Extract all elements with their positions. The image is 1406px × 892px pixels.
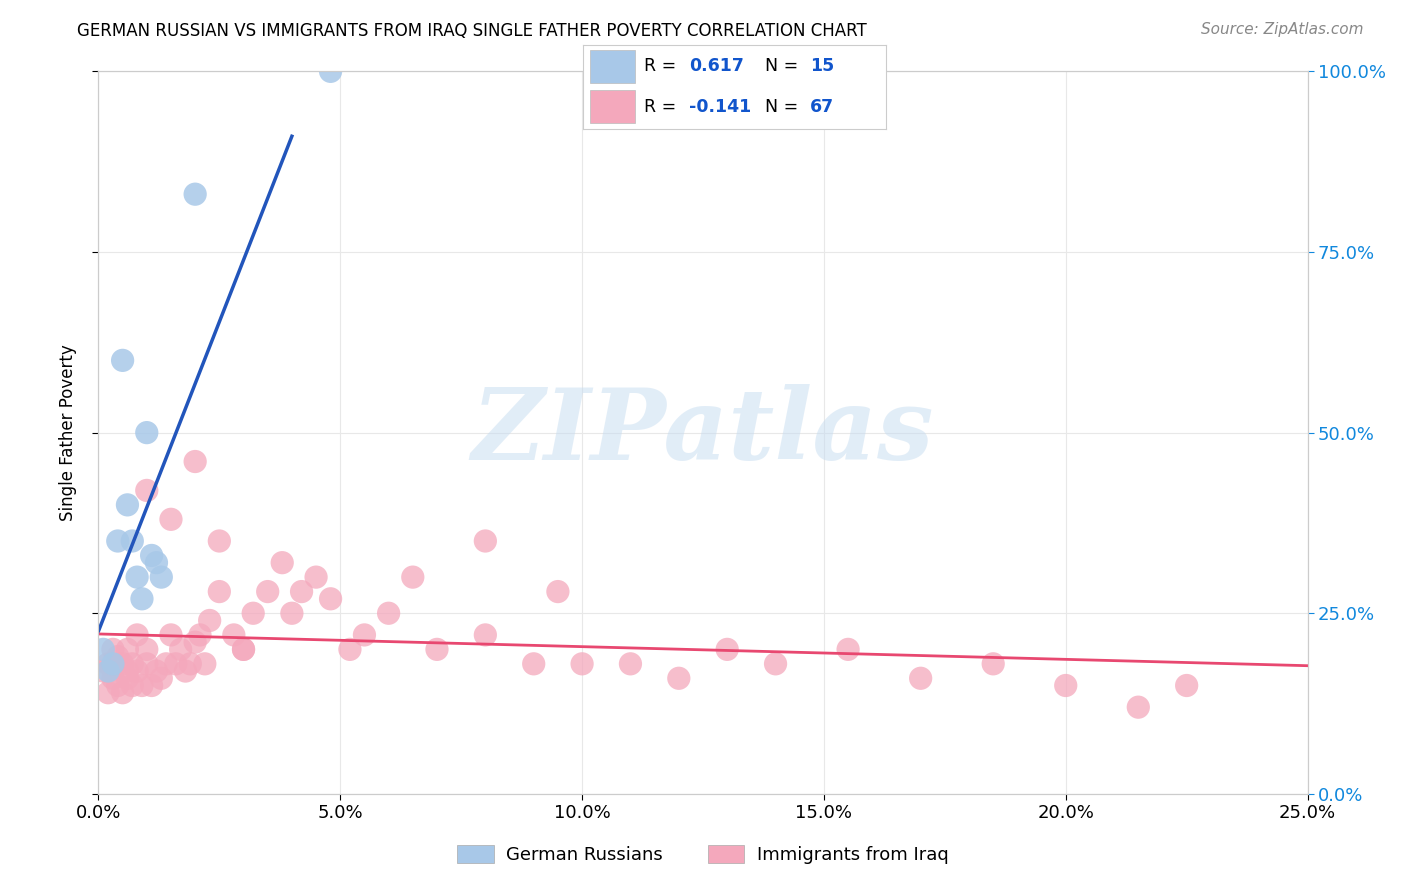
Point (155, 657, 177, 671)
Point (281, 607, 304, 621)
Point (121, 678, 143, 692)
Point (716, 642, 738, 657)
Point (208, 533, 231, 548)
Point (184, 454, 207, 468)
Point (547, 584, 569, 599)
Point (117, 642, 139, 657)
Point (91, 664, 114, 678)
Point (571, 657, 593, 671)
Point (131, 678, 153, 692)
Point (107, 649, 129, 664)
Text: Source: ZipAtlas.com: Source: ZipAtlas.com (1201, 22, 1364, 37)
Text: GERMAN RUSSIAN VS IMMIGRANTS FROM IRAQ SINGLE FATHER POVERTY CORRELATION CHART: GERMAN RUSSIAN VS IMMIGRANTS FROM IRAQ S… (77, 22, 868, 40)
Point (127, 664, 149, 678)
Point (150, 671, 173, 685)
Point (97, 686, 120, 700)
Point (222, 628, 245, 642)
Point (1054, 678, 1077, 692)
Point (319, 591, 342, 606)
Text: ZIPatlas: ZIPatlas (472, 384, 934, 481)
Text: N =: N = (765, 98, 804, 116)
Point (184, 187, 207, 202)
Text: 67: 67 (810, 98, 834, 116)
Text: R =: R = (644, 98, 682, 116)
Point (160, 628, 183, 642)
Point (97, 657, 120, 671)
Point (523, 657, 546, 671)
Point (111, 657, 134, 671)
Point (232, 642, 254, 657)
Point (184, 635, 207, 649)
Point (1175, 678, 1198, 692)
Point (111, 353, 134, 368)
Point (242, 607, 264, 621)
Point (402, 570, 425, 584)
Point (339, 642, 361, 657)
Point (305, 570, 328, 584)
Point (127, 628, 149, 642)
Point (135, 642, 157, 657)
Point (145, 556, 167, 570)
Legend: German Russians, Immigrants from Iraq: German Russians, Immigrants from Iraq (450, 838, 956, 871)
Point (145, 664, 167, 678)
Point (474, 533, 496, 548)
Point (91, 642, 114, 657)
Point (107, 678, 129, 692)
Point (981, 657, 1004, 671)
Point (377, 607, 399, 621)
Point (256, 584, 278, 599)
Point (619, 657, 641, 671)
Text: R =: R = (644, 57, 682, 75)
Point (121, 533, 143, 548)
Point (319, 64, 342, 78)
Point (194, 657, 217, 671)
Point (101, 642, 124, 657)
Point (165, 657, 187, 671)
Point (290, 584, 312, 599)
Text: 15: 15 (810, 57, 834, 75)
Point (135, 425, 157, 440)
Point (169, 642, 191, 657)
Point (135, 483, 157, 498)
Point (271, 556, 294, 570)
Point (160, 512, 183, 526)
Point (837, 642, 859, 657)
Point (141, 549, 163, 563)
Point (127, 570, 149, 584)
Point (107, 533, 129, 548)
FancyBboxPatch shape (589, 90, 636, 123)
Text: -0.141: -0.141 (689, 98, 752, 116)
Point (97, 664, 120, 678)
Point (765, 657, 787, 671)
Point (101, 671, 124, 685)
Point (179, 657, 201, 671)
Point (131, 591, 153, 606)
Point (117, 671, 139, 685)
Point (232, 642, 254, 657)
Point (141, 678, 163, 692)
Point (135, 657, 157, 671)
FancyBboxPatch shape (589, 50, 636, 83)
Point (198, 614, 221, 628)
Point (111, 686, 134, 700)
Point (474, 628, 496, 642)
Point (208, 584, 231, 599)
Point (668, 671, 690, 685)
Text: 0.617: 0.617 (689, 57, 744, 75)
Y-axis label: Single Father Poverty: Single Father Poverty (59, 344, 77, 521)
Point (150, 570, 173, 584)
Text: N =: N = (765, 57, 804, 75)
Point (174, 664, 197, 678)
Point (910, 671, 932, 685)
Point (1128, 700, 1150, 714)
Point (353, 628, 375, 642)
Point (117, 664, 139, 678)
Point (426, 642, 449, 657)
Point (101, 657, 124, 671)
Point (188, 628, 211, 642)
Point (121, 657, 143, 671)
Point (117, 498, 139, 512)
